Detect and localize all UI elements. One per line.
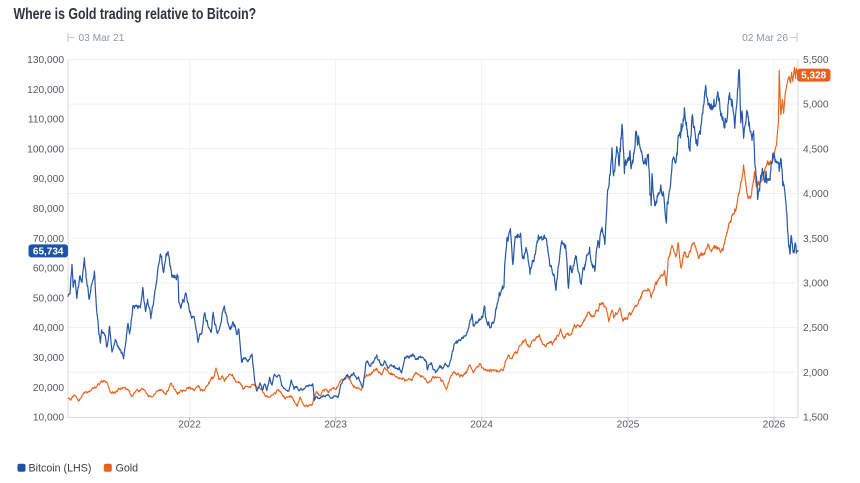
- svg-text:5,000: 5,000: [803, 100, 829, 111]
- svg-text:100,000: 100,000: [27, 144, 64, 155]
- svg-text:2023: 2023: [324, 420, 347, 431]
- svg-text:30,000: 30,000: [33, 353, 64, 364]
- svg-text:10,000: 10,000: [33, 413, 64, 424]
- svg-text:2026: 2026: [763, 420, 786, 431]
- svg-text:65,734: 65,734: [33, 247, 64, 258]
- svg-text:2,500: 2,500: [803, 323, 829, 334]
- svg-text:80,000: 80,000: [33, 204, 64, 215]
- svg-text:120,000: 120,000: [27, 85, 64, 96]
- svg-text:3,500: 3,500: [803, 234, 829, 245]
- svg-text:70,000: 70,000: [33, 234, 64, 245]
- svg-text:5,328: 5,328: [801, 71, 826, 82]
- svg-text:90,000: 90,000: [33, 174, 64, 185]
- svg-text:Where is Gold trading relative: Where is Gold trading relative to Bitcoi…: [14, 5, 257, 23]
- svg-text:110,000: 110,000: [28, 115, 64, 126]
- svg-text:2025: 2025: [617, 420, 640, 431]
- svg-text:20,000: 20,000: [33, 383, 64, 394]
- svg-text:2024: 2024: [470, 420, 493, 431]
- svg-text:4,000: 4,000: [803, 189, 829, 200]
- svg-text:2,000: 2,000: [803, 368, 829, 379]
- svg-text:03 Mar 21: 03 Mar 21: [79, 33, 125, 44]
- svg-text:3,000: 3,000: [803, 279, 829, 290]
- svg-text:60,000: 60,000: [33, 264, 64, 275]
- svg-text:5,500: 5,500: [803, 55, 829, 66]
- svg-text:50,000: 50,000: [33, 293, 64, 304]
- svg-text:Gold: Gold: [116, 463, 139, 475]
- svg-text:130,000: 130,000: [27, 55, 64, 66]
- svg-text:1,500: 1,500: [803, 413, 829, 424]
- svg-text:02 Mar 26: 02 Mar 26: [742, 33, 788, 44]
- svg-text:4,500: 4,500: [803, 144, 829, 155]
- svg-text:Bitcoin (LHS): Bitcoin (LHS): [29, 463, 92, 475]
- svg-text:2022: 2022: [178, 420, 201, 431]
- svg-text:40,000: 40,000: [33, 323, 64, 334]
